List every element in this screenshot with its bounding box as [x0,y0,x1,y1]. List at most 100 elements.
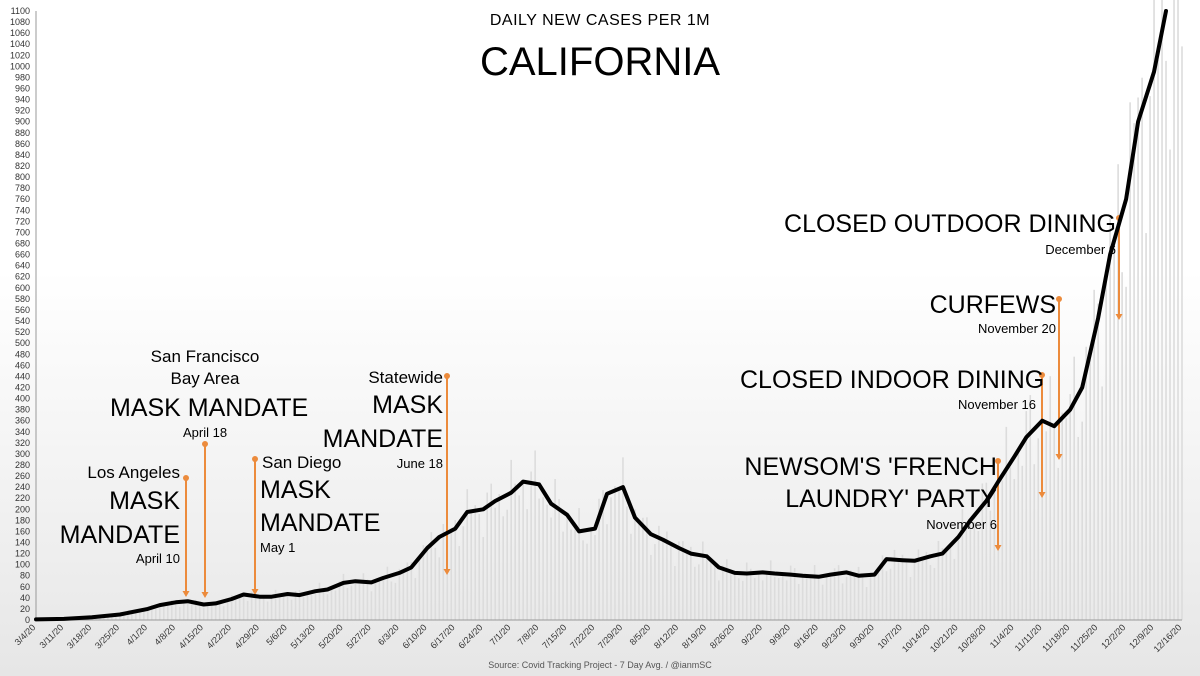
newsom-date-label: November 6 [926,517,997,532]
chart-title: CALIFORNIA [479,40,721,84]
y-tick-label: 380 [15,405,30,415]
indoor-dining-date-label: November 16 [957,397,1036,412]
daily-bar [238,593,241,620]
daily-bar [582,540,584,620]
y-tick-label: 1000 [10,61,30,71]
daily-bar [606,524,608,620]
daily-bar [710,559,712,620]
daily-bar [1041,422,1044,620]
daily-bar [1161,0,1163,620]
daily-bar [793,568,796,620]
daily-bar [354,581,357,620]
daily-bar [897,558,900,620]
daily-bar [454,520,457,620]
y-tick-label: 780 [15,183,30,193]
daily-bar [270,598,273,620]
daily-bar [1093,289,1095,620]
y-tick-label: 660 [15,250,30,260]
daily-bar [909,576,912,620]
daily-bar [594,535,596,620]
daily-bar [781,575,784,620]
daily-bar [374,580,377,620]
daily-bar [678,541,680,620]
daily-bar [849,570,852,620]
daily-bar [706,553,708,620]
x-tick-label: 7/29/20 [596,622,624,650]
daily-bar [386,566,389,620]
y-tick-label: 280 [15,460,30,470]
y-tick-label: 640 [15,261,30,271]
daily-bar [1001,480,1004,620]
daily-bar [398,568,401,620]
daily-bar [1137,97,1139,621]
daily-bar [841,583,844,620]
daily-bar [761,580,764,620]
daily-bar [298,590,301,620]
daily-bar [514,483,516,620]
x-tick-label: 4/15/20 [177,622,205,650]
daily-bar [166,604,169,620]
daily-bar [913,558,916,620]
statewide-marker [443,373,451,575]
y-tick-label: 140 [15,537,30,547]
daily-bar [845,576,848,620]
source-note: Source: Covid Tracking Project - 7 Day A… [488,660,712,670]
daily-bar [350,585,353,620]
daily-bar [366,579,369,620]
daily-bar [111,616,113,620]
daily-bar [1145,233,1147,621]
daily-bar [1129,102,1131,620]
daily-bar [158,607,161,620]
y-tick-label: 340 [15,427,30,437]
daily-bar [642,517,644,620]
daily-bar [769,560,772,620]
daily-bar [654,544,656,620]
daily-bar [1085,346,1087,620]
daily-bar [1065,418,1068,620]
y-tick-label: 680 [15,239,30,249]
daily-bar [718,580,720,620]
daily-bar [614,486,616,620]
daily-bar [430,532,433,620]
daily-bar [278,595,281,620]
y-tick-label: 440 [15,371,30,381]
x-tick-label: 10/21/20 [928,622,960,654]
y-tick-label: 700 [15,227,30,237]
daily-bar [741,580,744,620]
outdoor-dining-label: CLOSED OUTDOOR DINING [784,210,1116,238]
x-tick-label: 8/12/20 [652,622,680,650]
y-tick-label: 560 [15,305,30,315]
daily-bar [170,599,173,620]
daily-bar [198,606,201,620]
daily-bar [917,549,920,620]
sf-marker [201,441,209,598]
daily-bar [921,559,924,620]
daily-bar [1033,464,1036,620]
daily-bar [618,488,620,620]
x-tick-label: 9/2/20 [739,622,764,647]
daily-bar [1089,356,1091,620]
daily-bar [442,523,445,620]
daily-bar [123,613,125,620]
daily-bar [510,459,512,620]
daily-bar [598,498,600,620]
sf-place-label-2: Bay Area [170,369,240,388]
daily-bar [534,450,536,620]
daily-bar [797,583,800,620]
daily-bar [474,505,477,620]
daily-bar [346,587,349,620]
sd-date-label: May 1 [260,540,296,555]
daily-bar [462,526,465,620]
daily-bar [1049,376,1052,620]
daily-bar [402,571,405,620]
daily-bar [590,526,592,620]
chart-subtitle: DAILY NEW CASES PER 1M [489,12,711,29]
daily-bar [1117,164,1119,620]
daily-bar [378,579,381,620]
daily-bar [857,566,860,620]
daily-bar [143,610,145,620]
daily-bar [302,597,305,620]
y-tick-label: 540 [15,316,30,326]
x-tick-label: 11/25/20 [1068,622,1099,653]
daily-bar [294,591,297,620]
